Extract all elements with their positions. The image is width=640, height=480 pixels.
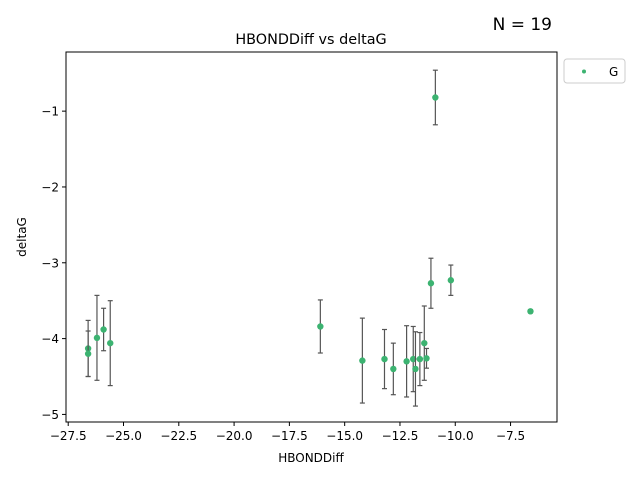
point-marker [107, 339, 114, 347]
data-point [412, 331, 419, 407]
point-marker [410, 355, 417, 363]
data-point [381, 328, 388, 390]
point-marker [317, 323, 324, 330]
x-tick-label: −12.5 [382, 429, 419, 443]
x-tick-label: −15.0 [326, 429, 363, 443]
data-point [93, 294, 101, 381]
y-tick-label: −4 [41, 332, 59, 346]
data-point [423, 347, 430, 369]
data-point [427, 257, 435, 309]
point-marker [381, 355, 388, 363]
point-marker [100, 326, 107, 333]
y-axis: −5 −4 −3 −2 −1 [41, 105, 66, 422]
data-point [421, 305, 428, 381]
point-marker [93, 334, 101, 342]
y-tick-label: −1 [41, 105, 59, 119]
data-point [317, 299, 324, 354]
point-marker [421, 339, 428, 347]
x-tick-label: −20.0 [216, 429, 253, 443]
point-marker [416, 355, 424, 363]
x-tick-label: −10.0 [437, 429, 474, 443]
data-point [390, 342, 397, 396]
point-marker [432, 94, 439, 101]
point-marker [412, 365, 419, 373]
data-point [416, 331, 424, 387]
point-marker [359, 357, 366, 364]
legend-marker-g [582, 69, 586, 74]
data-point [84, 330, 92, 378]
y-tick-label: −2 [41, 180, 59, 194]
plot-area [84, 69, 534, 407]
data-point [359, 317, 366, 404]
point-marker [403, 358, 410, 365]
x-tick-label: −27.5 [50, 429, 87, 443]
y-tick-label: −5 [41, 408, 59, 422]
data-point [447, 264, 455, 296]
point-marker [427, 280, 435, 287]
y-axis-label: deltaG [15, 217, 29, 257]
x-tick-label: −22.5 [160, 429, 197, 443]
point-marker [447, 277, 455, 284]
legend-box [563, 58, 626, 84]
point-marker [84, 350, 92, 357]
x-axis-label: HBONDDiff [278, 451, 344, 465]
legend: G [563, 58, 626, 84]
plot-frame [65, 51, 558, 423]
y-tick-label: −3 [41, 256, 59, 270]
data-point [107, 300, 114, 387]
data-point [527, 308, 534, 315]
sample-count-annotation: N = 19 [493, 15, 552, 35]
point-marker [527, 308, 534, 315]
point-marker [390, 365, 397, 373]
x-tick-label: −17.5 [271, 429, 308, 443]
x-tick-label: −7.5 [496, 429, 525, 443]
legend-label-g: G [609, 65, 618, 79]
point-marker [423, 355, 430, 362]
x-axis: −27.5 −25.0 −22.5 −20.0 −17.5 −15.0 −12.5 −10.0… [50, 422, 525, 443]
x-tick-label: −25.0 [105, 429, 142, 443]
data-point [100, 307, 107, 352]
data-point [410, 325, 417, 393]
chart-title: HBONDDiff vs deltaG [235, 32, 386, 48]
data-point [432, 69, 439, 126]
data-point [403, 325, 410, 398]
